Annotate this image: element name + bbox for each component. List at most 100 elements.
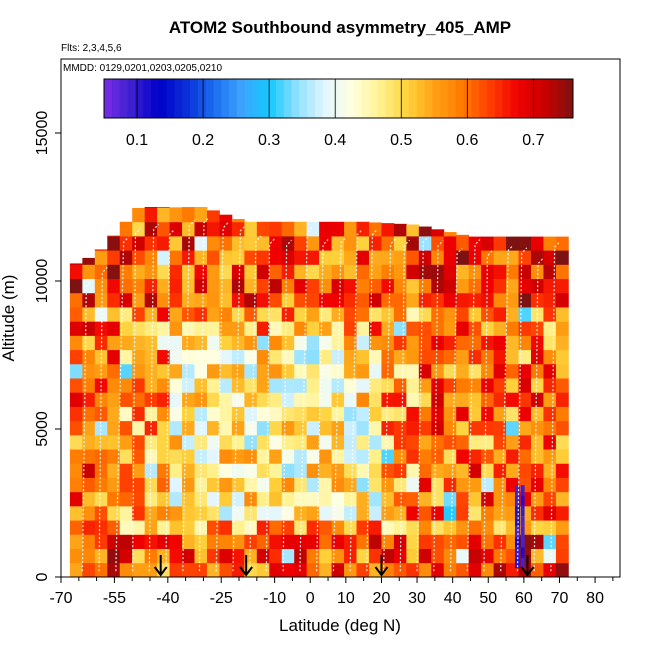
heat-cell bbox=[119, 562, 133, 577]
heat-cell bbox=[144, 335, 158, 351]
heat-cell bbox=[132, 434, 146, 450]
y-axis: 0 5000 10000 15000 bbox=[34, 111, 61, 581]
heat-cell bbox=[518, 491, 532, 507]
heat-cell bbox=[493, 292, 507, 308]
heat-cell bbox=[543, 548, 557, 564]
heat-cell bbox=[468, 335, 482, 351]
heat-cell bbox=[82, 548, 96, 564]
heat-cell-low bbox=[521, 557, 525, 569]
heat-cell bbox=[169, 236, 183, 251]
heat-cell bbox=[319, 505, 332, 521]
heat-cell bbox=[206, 292, 220, 308]
heat-cell bbox=[306, 292, 320, 308]
heat-cell bbox=[555, 292, 569, 308]
heat-cell bbox=[94, 463, 108, 478]
heat-cell bbox=[344, 449, 357, 464]
heat-cell bbox=[530, 491, 544, 507]
heat-cell bbox=[356, 278, 370, 294]
heat-cell bbox=[132, 221, 146, 237]
heat-cell bbox=[119, 292, 133, 308]
flights-note: Flts: 2,3,4,5,6 bbox=[61, 43, 122, 54]
heat-cell bbox=[244, 520, 258, 535]
heat-cell bbox=[132, 520, 146, 535]
heat-cell bbox=[294, 449, 308, 464]
heat-cell bbox=[319, 335, 332, 351]
heat-cell bbox=[431, 491, 445, 507]
heat-cell bbox=[256, 292, 270, 308]
heat-cell bbox=[393, 278, 407, 294]
profile-track bbox=[198, 216, 210, 572]
heat-cell bbox=[169, 449, 183, 464]
heat-cell bbox=[331, 321, 345, 336]
colorbar: 0.1 0.2 0.3 0.4 0.5 0.6 0.7 bbox=[103, 78, 574, 149]
heat-cell bbox=[256, 349, 270, 365]
heat-cell bbox=[481, 548, 494, 564]
heat-cell bbox=[132, 392, 146, 407]
heat-cell bbox=[169, 548, 183, 564]
heat-cell bbox=[319, 221, 332, 237]
heat-cell bbox=[493, 420, 507, 436]
heat-cell bbox=[356, 250, 370, 265]
heat-cell bbox=[82, 520, 96, 535]
heat-cell bbox=[281, 349, 295, 365]
heat-cell bbox=[331, 477, 345, 493]
heat-cell bbox=[157, 321, 170, 336]
heat-cell bbox=[518, 392, 532, 407]
heat-cell bbox=[381, 292, 395, 308]
heat-cell bbox=[132, 321, 146, 336]
heat-cell bbox=[555, 335, 569, 351]
heat-cell bbox=[344, 307, 357, 322]
heat-cell bbox=[543, 307, 557, 322]
heat-cell bbox=[356, 463, 370, 478]
heat-cell bbox=[269, 562, 283, 577]
heat-cell bbox=[194, 307, 208, 322]
heat-cell bbox=[281, 477, 295, 493]
heat-cell bbox=[543, 420, 557, 436]
heat-cell bbox=[157, 207, 170, 208]
colorbar-segment bbox=[291, 79, 300, 118]
heat-cell bbox=[468, 434, 482, 450]
heat-cell bbox=[132, 548, 146, 564]
profile-track bbox=[316, 239, 329, 572]
heat-cell bbox=[543, 250, 557, 265]
heat-cell bbox=[493, 250, 507, 265]
heat-cell bbox=[530, 349, 544, 365]
heat-cell bbox=[194, 520, 208, 535]
heat-cell bbox=[319, 434, 332, 450]
heat-cell bbox=[319, 562, 332, 577]
heat-cell bbox=[206, 221, 220, 237]
heat-cell bbox=[206, 378, 220, 393]
heat-cell-low bbox=[514, 505, 521, 517]
heat-cell bbox=[281, 505, 295, 521]
heat-cell bbox=[493, 349, 507, 365]
heat-cell bbox=[107, 292, 121, 308]
heat-cell bbox=[530, 449, 544, 464]
colorbar-segment bbox=[361, 79, 371, 118]
heat-cell bbox=[331, 264, 345, 280]
heat-cell bbox=[418, 307, 432, 322]
heat-cell bbox=[468, 307, 482, 322]
heat-cell bbox=[381, 236, 395, 251]
heat-cell bbox=[381, 250, 395, 265]
heat-cell bbox=[157, 278, 170, 294]
colorbar-segment bbox=[494, 79, 504, 118]
heat-cell bbox=[169, 207, 183, 208]
profile-track bbox=[483, 250, 493, 572]
heat-cell bbox=[244, 463, 258, 478]
heat-cell bbox=[456, 264, 470, 280]
heat-cell bbox=[518, 278, 532, 294]
heat-cell bbox=[331, 363, 345, 379]
heat-cell bbox=[381, 477, 395, 493]
heat-cell bbox=[344, 406, 357, 422]
heat-cell bbox=[431, 236, 445, 251]
heat-cell bbox=[481, 520, 494, 535]
heat-cell bbox=[406, 392, 420, 407]
heat-cell bbox=[481, 505, 494, 521]
heat-cell bbox=[132, 207, 146, 223]
heat-cell bbox=[468, 477, 482, 493]
heat-cell bbox=[219, 335, 233, 351]
heat-cell bbox=[231, 292, 245, 308]
heat-cell bbox=[468, 321, 482, 336]
heat-cell bbox=[406, 335, 420, 351]
